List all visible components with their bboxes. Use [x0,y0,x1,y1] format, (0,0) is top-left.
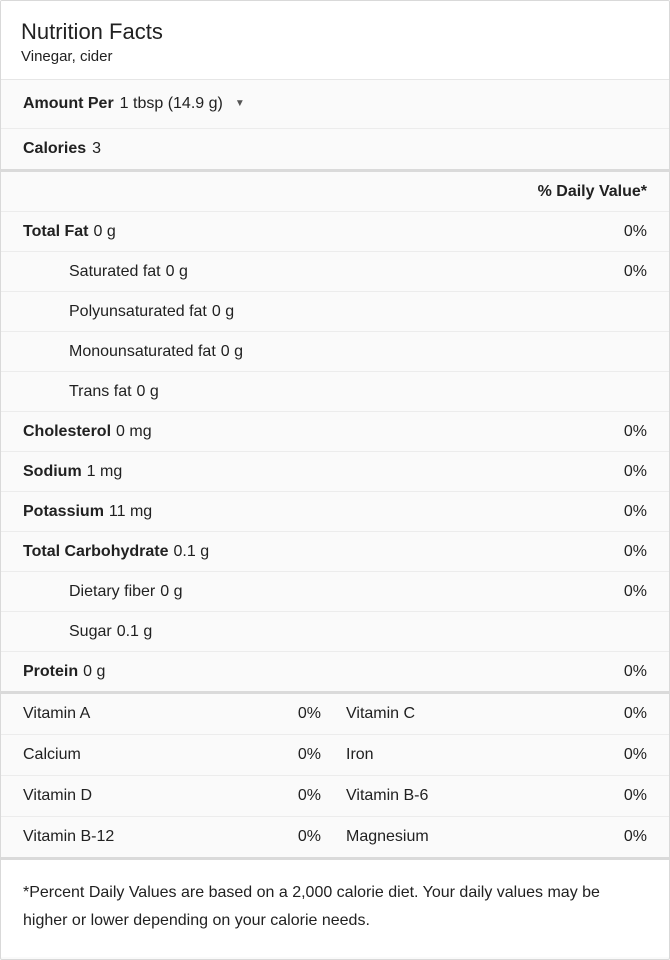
micronutrient-daily-value: 0% [623,828,647,845]
micronutrient-daily-value: 0% [623,787,647,804]
nutrient-row: Monounsaturated fat 0 g [1,331,669,371]
micronutrient-grid: Vitamin A 0% Vitamin C 0% Calcium 0% Iron 0% Vit… [1,691,669,857]
nutrient-amount: 0.1 g [173,542,210,560]
nutrient-amount: 1 mg [86,462,123,480]
nutrient-amount: 0 g [165,262,188,280]
micronutrient-name: Calcium [23,746,81,763]
nutrient-amount: 0 mg [116,422,152,440]
nutrient-row: Sugar 0.1 g [1,611,669,651]
micronutrient-name: Vitamin A [23,705,91,722]
micronutrient-name: Vitamin C [346,705,416,722]
micronutrient-name: Vitamin B-6 [346,787,429,804]
nutrient-row: Saturated fat 0 g 0% [1,251,669,291]
food-name: Vinegar, cider [21,48,113,65]
nutrient-name: Polyunsaturated fat [69,302,207,320]
panel-header: Nutrition Facts Vinegar, cider [1,1,669,79]
nutrient-amount: 0 g [83,662,106,680]
nutrient-rows: Total Fat 0 g 0% Saturated fat 0 g 0% Polyunsa… [1,211,669,691]
nutrient-row: Polyunsaturated fat 0 g [1,291,669,331]
micronutrient-daily-value: 0% [623,746,647,763]
nutrient-daily-value: 0% [623,262,647,280]
micronutrient-name: Magnesium [346,828,429,845]
nutrient-name: Potassium [23,502,104,520]
nutrient-row: Dietary fiber 0 g 0% [1,571,669,611]
serving-label: Amount Per [23,95,114,112]
panel-footer: *Percent Daily Values are based on a 2,0… [1,857,669,957]
micronutrient-row: Vitamin A 0% Vitamin C 0% [1,694,669,734]
micronutrient-name: Iron [346,746,374,763]
chevron-down-icon: ▼ [234,98,245,109]
serving-value: 1 tbsp (14.9 g) [119,95,223,112]
nutrient-daily-value: 0% [623,422,647,440]
nutrient-name: Sodium [23,462,82,480]
nutrient-name: Trans fat [69,382,132,400]
nutrient-name: Protein [23,662,79,680]
nutrient-amount: 0 g [211,302,235,320]
daily-value-header: % Daily Value* [537,182,647,200]
nutrient-daily-value: 0% [623,542,647,560]
micronutrient-daily-value: 0% [297,828,321,845]
nutrient-row: Cholesterol 0 mg 0% [1,411,669,451]
nutrient-name: Monounsaturated fat [69,342,216,360]
nutrient-amount: 0.1 g [116,622,153,640]
nutrient-name: Saturated fat [69,262,161,280]
micronutrient-name: Vitamin B-12 [23,828,115,845]
micronutrient-daily-value: 0% [623,705,647,722]
serving-size-selector[interactable]: Amount Per 1 tbsp (14.9 g) ▼ [1,79,669,128]
micronutrient-daily-value: 0% [297,787,321,804]
micronutrient-daily-value: 0% [297,705,321,722]
nutrient-daily-value: 0% [623,462,647,480]
daily-value-footnote: *Percent Daily Values are based on a 2,0… [23,884,600,929]
nutrient-row: Total Carbohydrate 0.1 g 0% [1,531,669,571]
nutrient-name: Total Carbohydrate [23,542,169,560]
nutrient-name: Sugar [69,622,112,640]
nutrient-name: Total Fat [23,222,89,240]
nutrient-row: Trans fat 0 g [1,371,669,411]
nutrient-row: Potassium 11 mg 0% [1,491,669,531]
nutrient-amount: 0 g [93,222,116,240]
calories-row: Calories 3 [1,128,669,169]
micronutrient-row: Calcium 0% Iron 0% [1,734,669,775]
nutrient-daily-value: 0% [623,582,647,600]
calories-label: Calories [23,140,87,157]
daily-value-header-row: % Daily Value* [1,169,669,211]
nutrient-daily-value: 0% [623,222,647,240]
nutrient-name: Cholesterol [23,422,112,440]
nutrient-amount: 0 g [136,382,159,400]
nutrient-row: Sodium 1 mg 0% [1,451,669,491]
micronutrient-name: Vitamin D [23,787,93,804]
micronutrient-daily-value: 0% [297,746,321,763]
page-title: Nutrition Facts [21,19,163,44]
nutrient-daily-value: 0% [623,502,647,520]
micronutrient-row: Vitamin D 0% Vitamin B-6 0% [1,775,669,816]
nutrient-row: Total Fat 0 g 0% [1,211,669,251]
micronutrient-row: Vitamin B-12 0% Magnesium 0% [1,816,669,857]
nutrient-daily-value: 0% [623,662,647,680]
nutrient-amount: 11 mg [108,502,153,520]
calories-value: 3 [92,140,102,157]
nutrient-amount: 0 g [220,342,244,360]
nutrient-name: Dietary fiber [69,582,156,600]
nutrient-amount: 0 g [160,582,183,600]
nutrient-row: Protein 0 g 0% [1,651,669,691]
